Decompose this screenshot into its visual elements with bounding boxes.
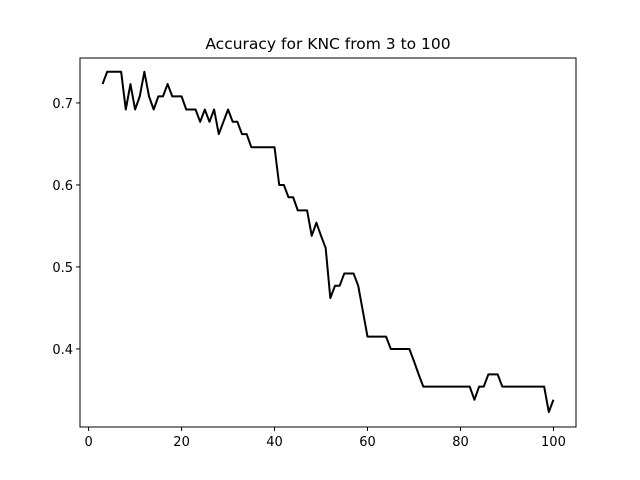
y-axis-ticks: 0.4 0.5 0.6 0.7 (52, 97, 80, 358)
y-tick-label: 0.6 (52, 179, 73, 194)
x-tick-label: 40 (266, 435, 283, 450)
x-tick-label: 60 (359, 435, 376, 450)
x-tick-label: 100 (541, 435, 566, 450)
plot-area-frame (79, 57, 577, 428)
x-tick-label: 0 (84, 435, 92, 450)
accuracy-series-line (101, 70, 555, 414)
x-tick-label: 80 (452, 435, 469, 450)
y-tick-label: 0.7 (52, 97, 73, 112)
x-tick-label: 20 (173, 435, 190, 450)
chart-title: Accuracy for KNC from 3 to 100 (205, 35, 450, 53)
x-axis-ticks: 0 20 40 60 80 100 (84, 427, 566, 450)
y-tick-label: 0.4 (52, 343, 73, 358)
y-tick-label: 0.5 (52, 261, 73, 276)
